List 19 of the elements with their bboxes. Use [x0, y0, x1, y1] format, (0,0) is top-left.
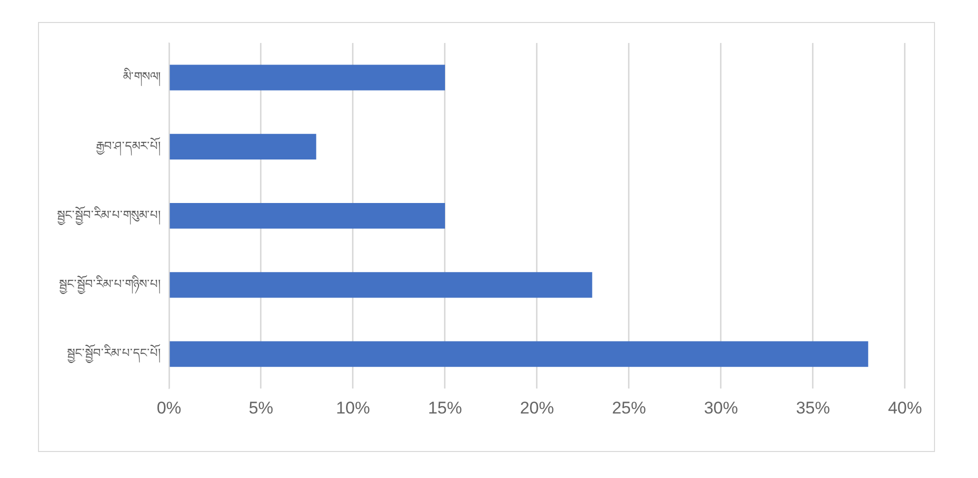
x-tick-label: 25% — [612, 398, 646, 418]
y-tick-label: སྦྱང་སྦྱོབ་རིམ་པ་གཉིས་པ། — [59, 275, 161, 294]
x-tick-label: 20% — [520, 398, 554, 418]
x-tick-label: 35% — [796, 398, 830, 418]
x-tick-label: 40% — [888, 398, 922, 418]
bar — [170, 203, 445, 229]
y-tick-label: སྦྱང་སྦྱོབ་རིམ་པ་དང་པོ། — [67, 344, 161, 364]
y-tick-label: མི་གསལ། — [123, 68, 161, 87]
bar — [170, 64, 445, 90]
x-tick-label: 30% — [704, 398, 738, 418]
bar — [170, 134, 316, 160]
y-tick-label: སྦྱང་སྦྱོབ་རིམ་པ་གསུམ་པ། — [57, 206, 161, 225]
bar — [170, 272, 592, 298]
x-tick-label: 15% — [428, 398, 462, 418]
x-tick-label: 10% — [336, 398, 370, 418]
x-tick-label: 0% — [156, 398, 182, 418]
y-tick-label: རྒྱབ་ཤ་དམར་པོ། — [96, 136, 161, 156]
x-tick-label: 5% — [248, 398, 274, 418]
bar — [170, 341, 868, 367]
